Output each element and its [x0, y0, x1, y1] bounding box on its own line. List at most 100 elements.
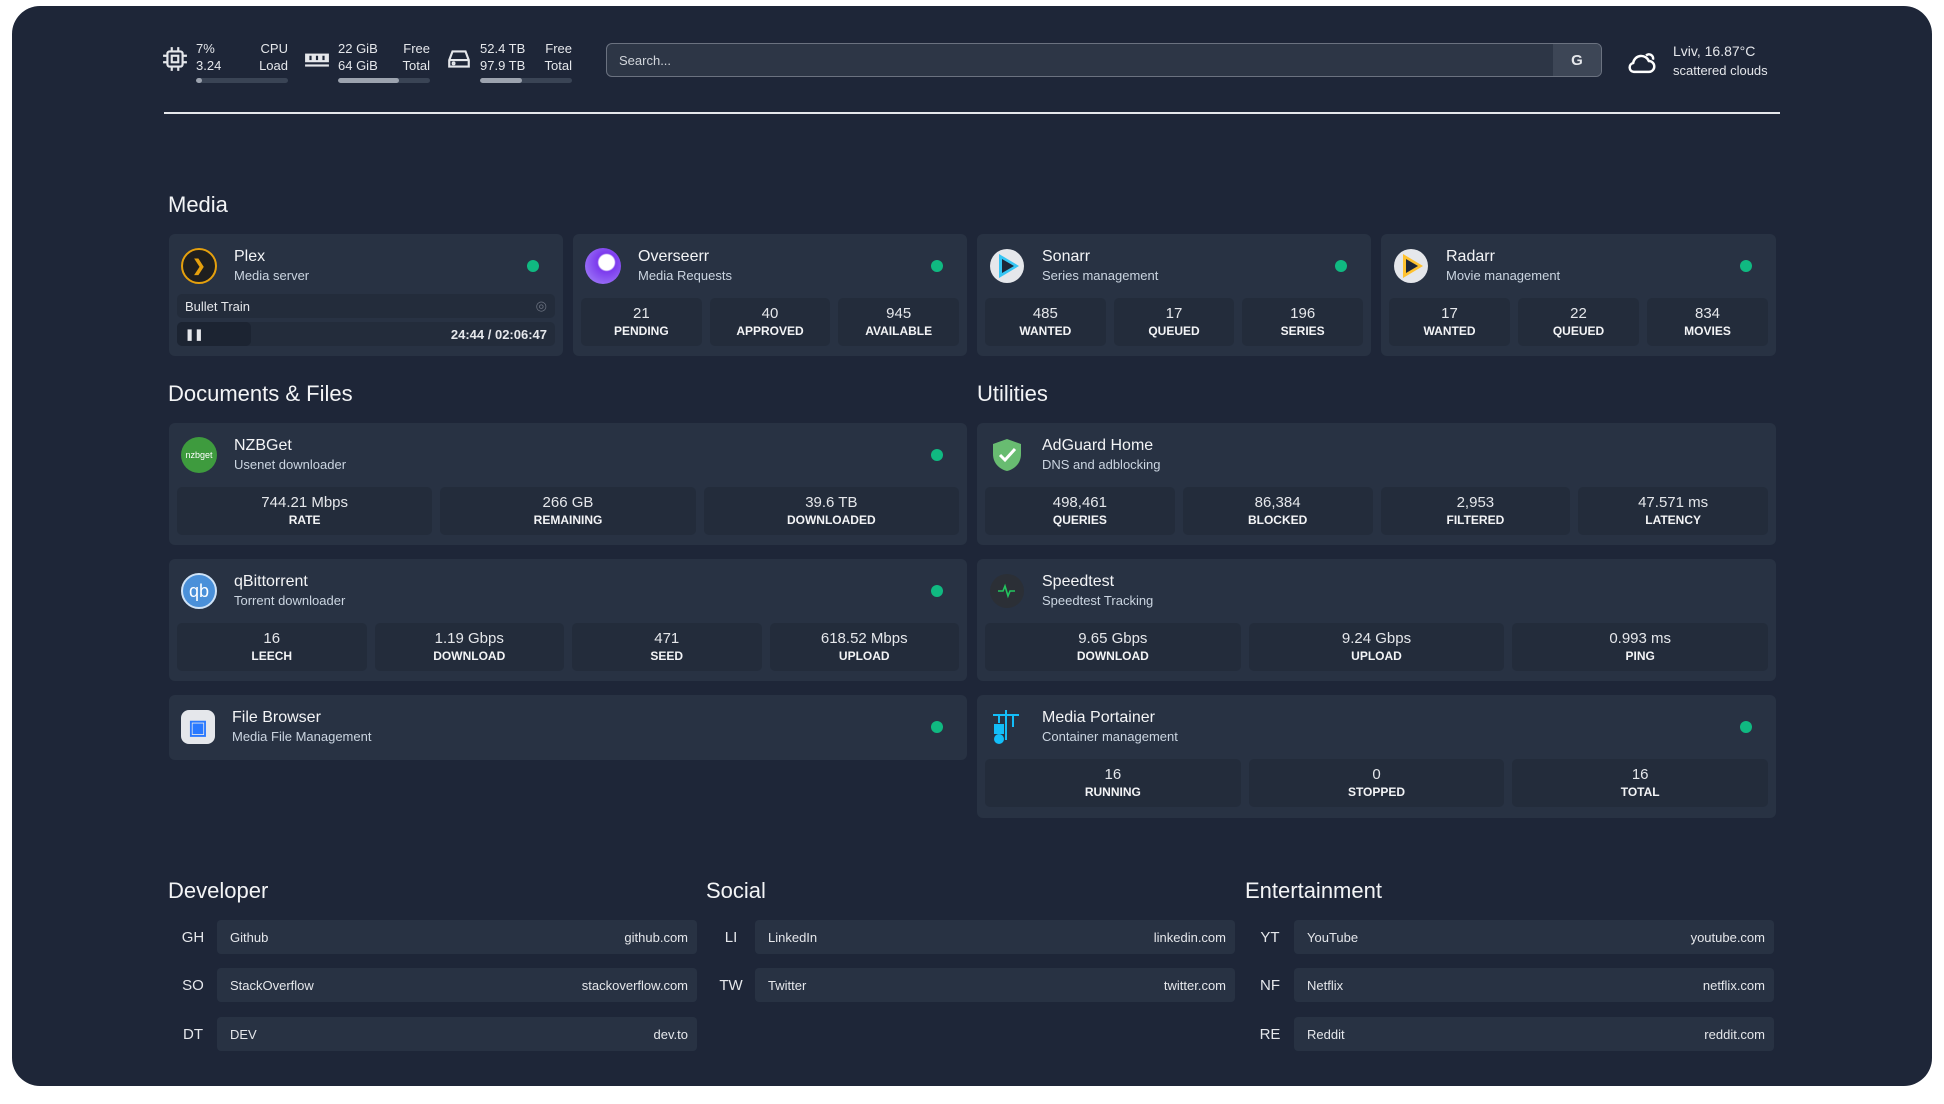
stat-wanted: 17 Wanted [1389, 298, 1510, 346]
cpu-icon [163, 47, 187, 71]
service-card-portainer[interactable]: Media Portainer Container management 16 Ru… [977, 695, 1776, 818]
disk-free: 52.4 TB [480, 41, 526, 56]
overseerr-icon [585, 248, 621, 284]
stat-label: Seed [650, 649, 684, 663]
stat-latency: 47.571 ms Latency [1578, 487, 1768, 535]
stat-label: Latency [1645, 513, 1702, 527]
stat-label: Remaining [533, 513, 603, 527]
bookmark-abbr: LI [724, 928, 738, 946]
service-description: Media File Management [232, 729, 372, 744]
stat-label: Leech [251, 649, 293, 663]
stat-running: 16 Running [985, 759, 1241, 807]
service-description: Media server [234, 268, 310, 283]
bookmark-netflix[interactable]: NF Netflix netflix.com [1246, 968, 1774, 1002]
memory-icon [305, 53, 329, 67]
service-card-overseerr[interactable]: Overseerr Media Requests 21 Pending 40 Appro… [573, 234, 967, 356]
cpu-label: CPU [260, 41, 288, 56]
stats-row: 744.21 Mbps Rate 266 GB Remaining 39.6 TB Dow… [177, 487, 959, 535]
service-card-radarr[interactable]: Radarr Movie management 17 Wanted 22 Queued 8… [1381, 234, 1776, 356]
service-description: DNS and adblocking [1042, 457, 1161, 472]
search-input[interactable] [607, 44, 1553, 76]
stat-value: 945 [886, 305, 912, 322]
stat-label: Filtered [1446, 513, 1505, 527]
status-dot [931, 585, 943, 597]
stat-value: 16 [263, 630, 281, 647]
service-card-adguard[interactable]: AdGuard Home DNS and adblocking 498,461 Qu… [977, 423, 1776, 545]
bookmark-name: YouTube [1307, 929, 1359, 945]
section-title-utilities: Utilities [977, 381, 1048, 406]
stats-row: 16 Leech 1.19 Gbps Download 471 Seed 618.52 Mb… [177, 623, 959, 671]
stat-available: 945 Available [838, 298, 960, 346]
weather-widget: Lviv, 16.87°C scattered clouds [1625, 42, 1768, 80]
bookmark-name: StackOverflow [230, 977, 314, 993]
bookmark-linkedin[interactable]: LI LinkedIn linkedin.com [707, 920, 1235, 954]
stat-label: Upload [838, 649, 890, 663]
service-card-filebrowser[interactable]: ▣ File Browser Media File Management [169, 695, 967, 760]
stat-stopped: 0 Stopped [1248, 759, 1505, 807]
disk-bar [480, 78, 572, 83]
stat-label: Pending [613, 324, 669, 338]
cloud-icon [1628, 53, 1656, 74]
bookmark-stackoverflow[interactable]: SO StackOverflow stackoverflow.com [169, 968, 697, 1002]
divider [164, 112, 1780, 114]
load-label: Load [259, 58, 288, 73]
bookmark-name: Netflix [1307, 977, 1344, 993]
stat-label: Approved [736, 324, 804, 338]
bookmark-name: Github [230, 929, 269, 945]
service-name: qBittorrent [234, 573, 308, 590]
service-card-qbittorrent[interactable]: qb qBittorrent Torrent downloader 16 Leech… [169, 559, 967, 681]
stat-series: 196 Series [1242, 298, 1364, 346]
memory-widget: 22 GiB 64 GiB Free Total [304, 40, 430, 83]
stat-label: Running [1084, 785, 1141, 799]
dashboard [12, 6, 1932, 1086]
stat-value: 196 [1290, 305, 1316, 322]
bookmark-twitter[interactable]: TW Twitter twitter.com [707, 968, 1235, 1002]
bookmark-url: youtube.com [1690, 929, 1765, 945]
search-bar: G [606, 43, 1602, 77]
stat-label: Download [1076, 649, 1149, 663]
section-title-developer: Developer [168, 878, 269, 903]
nzbget-icon: nzbget [181, 437, 217, 473]
stat-label: Queued [1552, 324, 1605, 338]
service-description: Usenet downloader [234, 457, 347, 472]
stat-value: 21 [632, 305, 650, 322]
sonarr-icon [990, 249, 1024, 283]
stat-value: 16 [1104, 766, 1122, 783]
service-description: Movie management [1446, 268, 1561, 283]
bookmark-abbr: GH [181, 928, 205, 946]
memory-total: 64 GiB [338, 58, 378, 73]
stat-label: Available [865, 324, 933, 338]
stat-downloaded: 39.6 TB Downloaded [703, 487, 959, 535]
stat-value: 17 [1441, 305, 1458, 322]
search-provider-button[interactable]: G [1553, 44, 1601, 76]
bookmark-dev[interactable]: DT DEV dev.to [169, 1017, 697, 1051]
bookmark-reddit[interactable]: RE Reddit reddit.com [1246, 1017, 1774, 1051]
weather-location: Lviv, 16.87°C [1673, 43, 1756, 59]
stat-label: Rate [288, 513, 321, 527]
transcode-icon: ◎ [535, 298, 547, 313]
filebrowser-icon: ▣ [181, 710, 215, 744]
stat-seed: 471 Seed [572, 623, 762, 671]
service-card-nzbget[interactable]: nzbget NZBGet Usenet downloader 744.21 Mb… [169, 423, 967, 545]
bookmark-youtube[interactable]: YT YouTube youtube.com [1246, 920, 1774, 954]
pause-button[interactable]: ❚❚ [177, 322, 251, 346]
stat-label: Movies [1684, 324, 1731, 338]
bookmark-url: dev.to [653, 1026, 688, 1042]
service-description: Torrent downloader [234, 593, 346, 608]
service-card-speedtest[interactable]: Speedtest Speedtest Tracking 9.65 Gbps Dow… [977, 559, 1776, 681]
stat-value: 266 GB [542, 494, 594, 511]
bookmark-url: linkedin.com [1153, 929, 1226, 945]
service-card-plex[interactable]: ❯ Plex Media server Bullet Train ◎ ❚❚ 24:44… [169, 234, 563, 356]
stat-value: 834 [1694, 305, 1721, 322]
cpu-usage: 7% [196, 41, 215, 56]
stat-label: Queued [1148, 324, 1200, 338]
stats-row: 21 Pending 40 Approved 945 Available [581, 298, 960, 346]
status-dot [1335, 260, 1347, 272]
service-card-sonarr[interactable]: Sonarr Series management 485 Wanted 17 Queue… [977, 234, 1371, 356]
stat-label: Downloaded [786, 513, 876, 527]
portainer-crane-icon [993, 710, 1019, 744]
stat-label: Total [1620, 785, 1660, 799]
bookmark-github[interactable]: GH Github github.com [169, 920, 697, 954]
status-dot [1740, 721, 1752, 733]
stat-blocked: 86,384 Blocked [1182, 487, 1373, 535]
